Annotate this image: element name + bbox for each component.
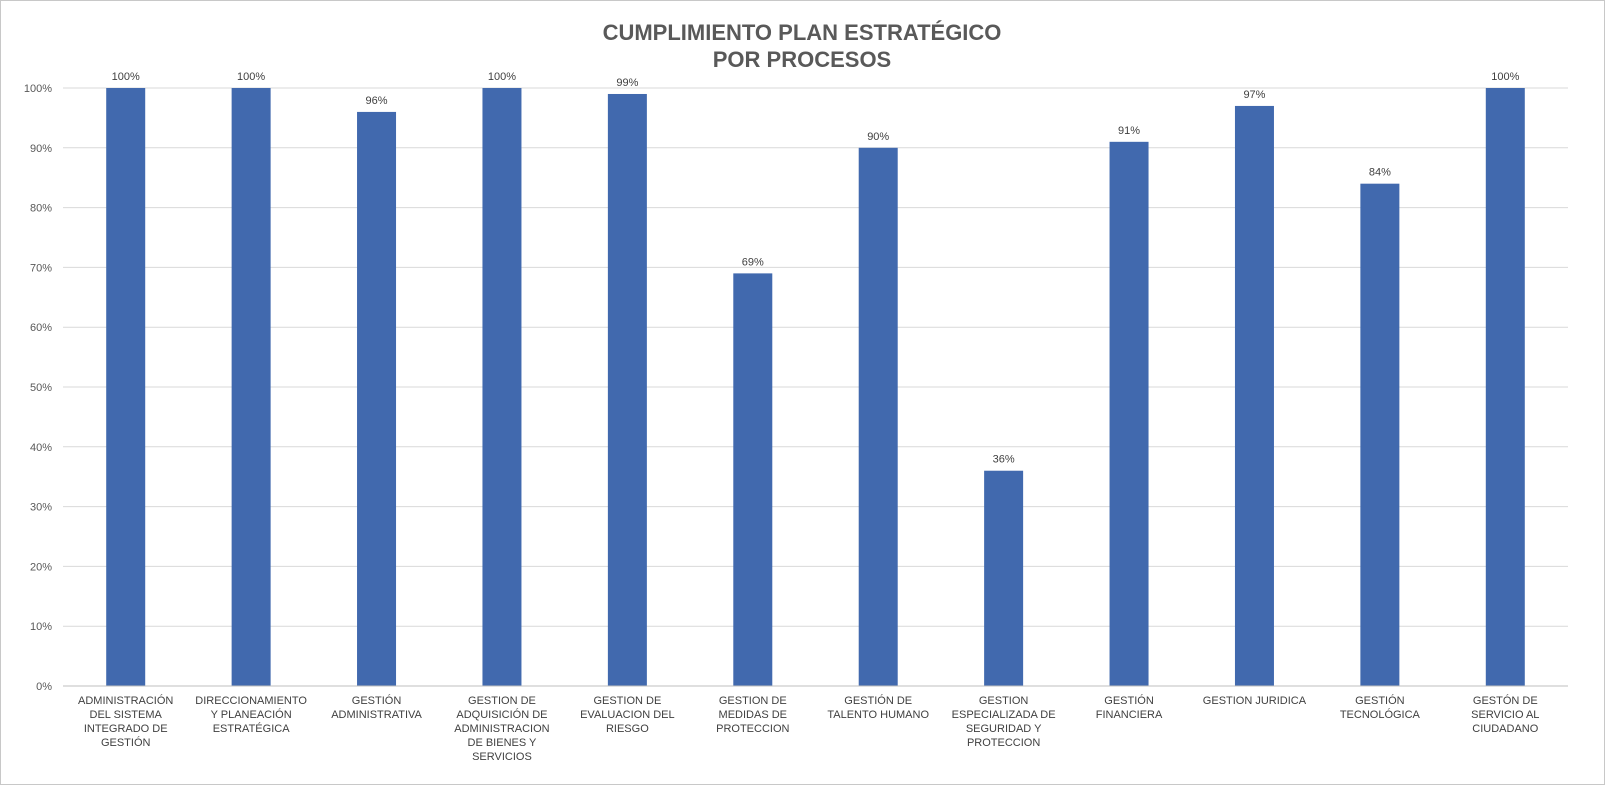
category-label-line: ADMINISTRATIVA [331, 709, 422, 721]
data-label: 99% [616, 77, 638, 89]
bar [1234, 105, 1274, 686]
bar [106, 88, 146, 686]
category-label: GESTIÓN ADMINISTRATIVA [331, 694, 422, 721]
category-label-line: DE BIENES Y [468, 737, 538, 749]
y-tick-label: 60% [30, 322, 52, 334]
y-tick-label: 10% [30, 621, 52, 633]
category-label-line: DIRECCIONAMIENTO [195, 695, 307, 707]
category-label-line: ESPECIALIZADA DE [952, 709, 1056, 721]
bar [231, 88, 271, 686]
category-label-line: MEDIDAS DE [719, 709, 787, 721]
category-label-line: GESTION DE [719, 695, 787, 707]
data-label: 91% [1118, 125, 1140, 137]
data-label: 100% [1491, 71, 1519, 83]
data-label: 97% [1243, 89, 1265, 101]
y-tick-label: 0% [36, 681, 52, 693]
category-label-line: ADMINISTRACIÓN [78, 694, 173, 707]
category-label-line: ESTRATÉGICA [213, 722, 290, 735]
category-label-line: FINANCIERA [1096, 709, 1163, 721]
data-label: 96% [366, 95, 388, 107]
category-label-line: SEGURIDAD Y [966, 723, 1042, 735]
y-axis-ticks: 0% 10% 20% 30% 40% 50% 60% 70% 80% 90% 100% [24, 83, 52, 693]
category-label-line: RIESGO [606, 723, 649, 735]
category-label: GESTION DE MEDIDAS DE PROTECCION [716, 695, 789, 735]
category-label-line: GESTION JURIDICA [1203, 695, 1307, 707]
category-label: GESTION ESPECIALIZADA DE SEGURIDAD Y PROTEC… [952, 695, 1056, 749]
bar [1485, 88, 1525, 686]
gridlines [63, 87, 1568, 627]
data-label: 36% [993, 454, 1015, 466]
bar [482, 88, 522, 686]
category-label: GESTIÓN FINANCIERA [1096, 694, 1163, 721]
category-label-line: EVALUACION DEL [580, 709, 675, 721]
category-label-line: CIUDADANO [1472, 723, 1538, 735]
category-label: ADMINISTRACIÓN DEL SISTEMA INTEGRADO DEGES… [78, 694, 173, 749]
category-label-line: GESTIÓN [101, 736, 151, 749]
bars [106, 88, 1525, 687]
chart-title-line-2: POR PROCESOS [713, 47, 891, 72]
bar [1109, 141, 1149, 686]
category-label-line: INTEGRADO DE [84, 723, 168, 735]
data-label: 100% [237, 71, 265, 83]
data-label: 100% [488, 71, 516, 83]
category-label-line: PROTECCION [967, 737, 1040, 749]
category-label: GESTION JURIDICA [1203, 695, 1307, 707]
category-label-line: ADMINISTRACION [454, 723, 549, 735]
data-label: 84% [1369, 167, 1391, 179]
category-label-line: SERVICIOS [472, 751, 532, 763]
category-label-line: GESTIÓN [1355, 694, 1405, 707]
bar [733, 273, 773, 686]
category-label-line: TECNOLÓGICA [1340, 708, 1421, 721]
bar [607, 93, 647, 687]
category-label-line: DEL SISTEMA [90, 709, 163, 721]
category-label-line: ADQUISICIÓN DE [456, 708, 547, 721]
y-tick-label: 30% [30, 502, 52, 514]
category-label-line: GESTIÓN DE [844, 694, 912, 707]
category-label-line: GESTIÓN [1104, 694, 1154, 707]
category-label-line: SERVICIO AL [1471, 709, 1539, 721]
chart-title-line-1: CUMPLIMIENTO PLAN ESTRATÉGICO [603, 20, 1002, 45]
category-label-line: GESTION [979, 695, 1029, 707]
category-label: GESTION DE EVALUACION DEL RIESGO [580, 695, 675, 735]
category-label-line: GESTION DE [593, 695, 661, 707]
category-label-line: GESTION DE [468, 695, 536, 707]
category-label-line: Y PLANEACIÓN [211, 708, 292, 721]
category-label-line: TALENTO HUMANO [827, 709, 929, 721]
category-label: GESTÓN DE SERVICIO AL CIUDADANO [1471, 694, 1539, 735]
category-label-line: PROTECCION [716, 723, 789, 735]
bar [1360, 183, 1400, 686]
bar [984, 470, 1024, 686]
y-tick-label: 100% [24, 83, 52, 95]
y-tick-label: 20% [30, 561, 52, 573]
y-tick-label: 80% [30, 203, 52, 215]
data-label: 100% [112, 71, 140, 83]
y-tick-label: 50% [30, 382, 52, 394]
bar [858, 147, 898, 687]
y-tick-label: 40% [30, 442, 52, 454]
data-label: 90% [867, 131, 889, 143]
category-label: GESTIÓN DE TALENTO HUMANO [827, 694, 929, 721]
data-labels: 100% 100% 96% 100% 99% 69% 90% 36% 91% 97% 84% 100% [112, 71, 1520, 466]
data-label: 69% [742, 256, 764, 268]
y-tick-label: 70% [30, 262, 52, 274]
y-tick-label: 90% [30, 143, 52, 155]
bar [357, 111, 397, 687]
category-label-line: GESTÓN DE [1473, 694, 1538, 707]
chart-title: CUMPLIMIENTO PLAN ESTRATÉGICO POR PROCES… [603, 20, 1002, 72]
category-label-line: GESTIÓN [352, 694, 402, 707]
